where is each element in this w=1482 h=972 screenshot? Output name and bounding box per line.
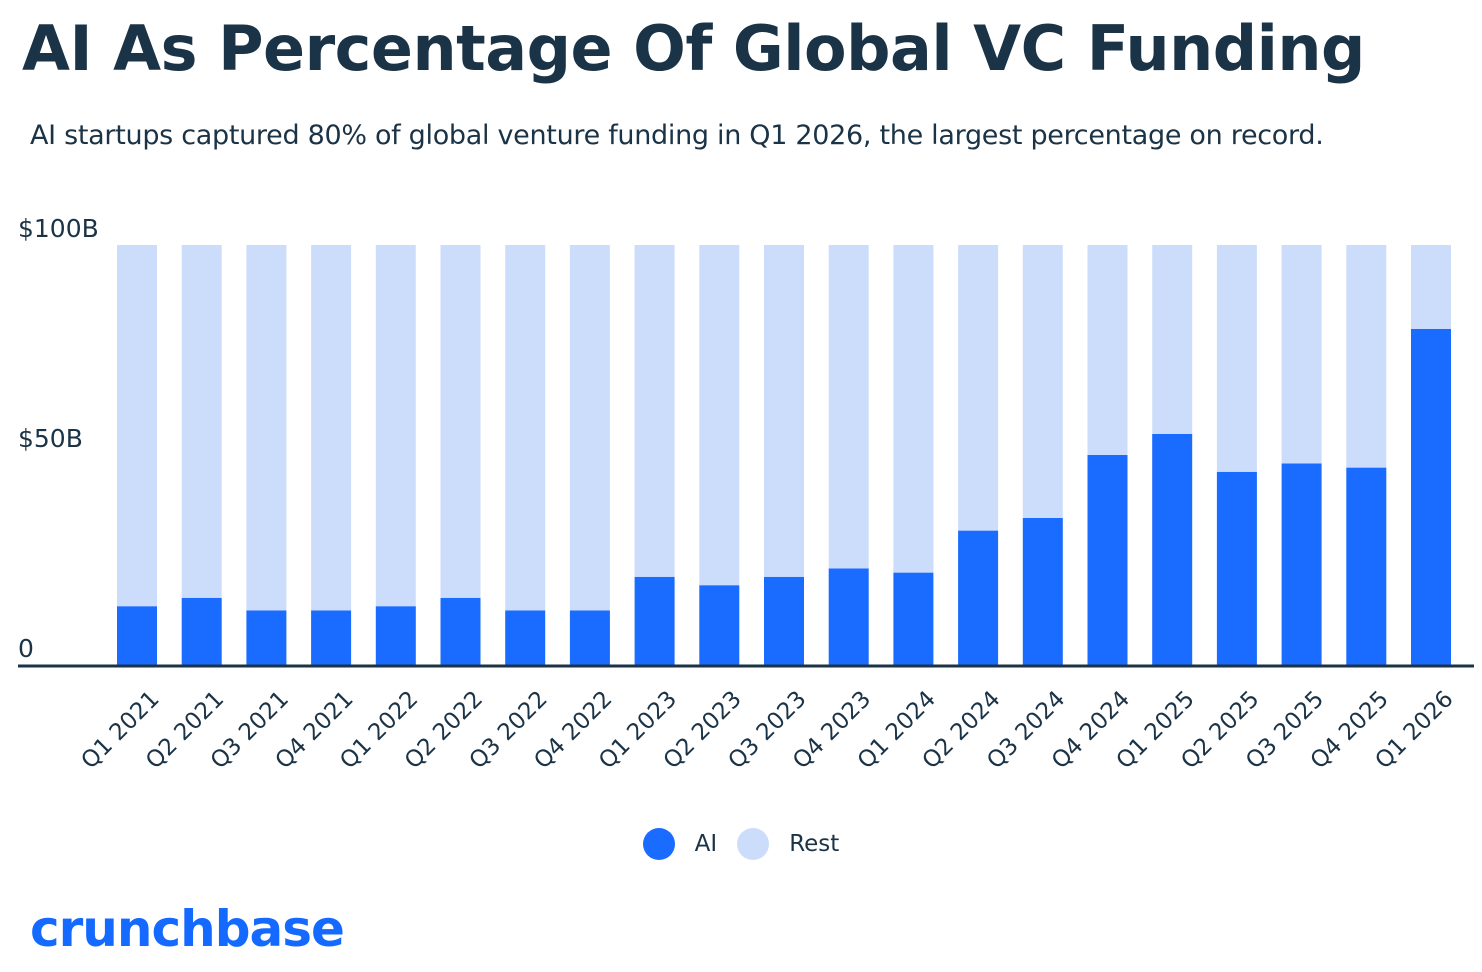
bar-rest-q2-2023	[699, 245, 740, 586]
bar-ai-q4-2023	[828, 568, 869, 665]
y-tick-label: 0	[18, 634, 34, 663]
legend-item-ai: AI	[642, 828, 718, 860]
bar-ai-q2-2025	[1216, 471, 1257, 665]
bar-ai-q1-2023	[634, 576, 675, 665]
bar-ai-q3-2023	[764, 576, 804, 665]
bar-rest-q4-2022	[569, 245, 610, 611]
bar-rest-q1-2025	[1152, 245, 1193, 434]
bar-rest-q2-2022	[440, 245, 481, 598]
chart-title: AI As Percentage Of Global VC Funding	[22, 12, 1365, 85]
bar-ai-q3-2025	[1281, 463, 1322, 665]
bar-rest-q3-2023	[764, 245, 804, 577]
bar-rest-q1-2021	[117, 245, 157, 607]
legend-swatch-ai	[642, 828, 675, 860]
bars-group	[117, 245, 1451, 665]
bar-ai-q4-2025	[1346, 467, 1387, 665]
legend-label-rest: Rest	[789, 831, 840, 857]
bar-ai-q4-2021	[311, 610, 352, 665]
bar-ai-q4-2022	[569, 610, 610, 665]
bar-rest-q4-2021	[311, 245, 352, 611]
legend-label-ai: AI	[694, 831, 718, 857]
bar-rest-q2-2025	[1216, 245, 1257, 472]
bar-ai-q1-2026	[1411, 329, 1451, 665]
bar-ai-q2-2023	[699, 585, 740, 665]
chart-legend: AI Rest	[0, 828, 1482, 860]
bar-rest-q3-2022	[505, 245, 546, 611]
bar-rest-q3-2021	[246, 245, 287, 611]
bar-rest-q1-2022	[375, 245, 416, 607]
bar-ai-q1-2024	[893, 572, 934, 665]
bar-ai-q2-2024	[958, 530, 999, 665]
legend-item-rest: Rest	[737, 828, 839, 860]
bar-rest-q1-2026	[1411, 245, 1451, 329]
bar-rest-q2-2024	[958, 245, 999, 531]
chart-subtitle: AI startups captured 80% of global ventu…	[30, 120, 1324, 151]
bar-rest-q1-2023	[634, 245, 675, 577]
y-tick-label: $100B	[18, 214, 99, 243]
bar-ai-q1-2021	[117, 606, 157, 665]
bar-ai-q4-2024	[1087, 455, 1128, 665]
legend-swatch-rest	[737, 828, 770, 860]
bar-ai-q2-2022	[440, 597, 481, 665]
bar-ai-q1-2022	[375, 606, 416, 665]
bar-ai-q3-2024	[1022, 518, 1063, 665]
bar-rest-q3-2025	[1281, 245, 1322, 464]
bar-rest-q2-2021	[181, 245, 222, 598]
y-tick-label: $50B	[18, 424, 83, 453]
bar-rest-q1-2024	[893, 245, 934, 573]
crunchbase-logo: crunchbase	[30, 900, 345, 958]
bar-rest-q4-2025	[1346, 245, 1387, 468]
bar-rest-q3-2024	[1022, 245, 1063, 518]
y-axis-ticks: 0 $50B $100B	[18, 214, 99, 663]
bar-rest-q4-2023	[828, 245, 869, 569]
bar-rest-q4-2024	[1087, 245, 1128, 455]
bar-ai-q3-2021	[246, 610, 287, 665]
bar-ai-q1-2025	[1152, 434, 1193, 665]
bar-ai-q2-2021	[181, 597, 222, 665]
bar-ai-q3-2022	[505, 610, 546, 665]
